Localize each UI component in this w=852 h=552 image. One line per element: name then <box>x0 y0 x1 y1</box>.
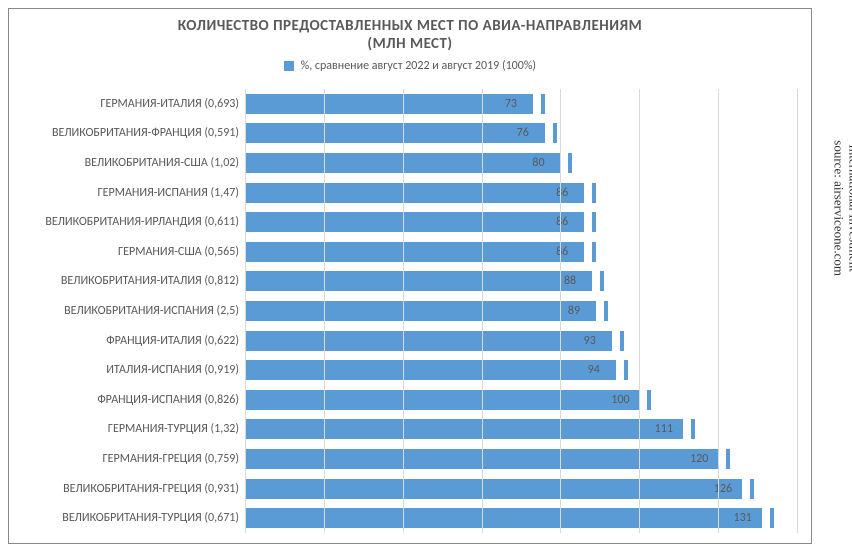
bar <box>245 508 762 528</box>
legend-swatch <box>284 61 294 71</box>
bar-value-label: 94 <box>588 363 600 377</box>
bar-end-tick <box>770 508 774 528</box>
category-label: ВЕЛИКОБРИТАНИЯ-ТУРЦИЯ (0,671) <box>13 511 245 525</box>
chart-title-line2: (МЛН МЕСТ) <box>29 35 791 53</box>
bar-end-tick <box>541 94 545 114</box>
legend-label: %, сравнение август 2022 и август 2019 (… <box>301 59 536 73</box>
bar-end-tick <box>726 449 730 469</box>
bar-end-tick <box>620 331 624 351</box>
chart-container: КОЛИЧЕСТВО ПРЕДОСТАВЛЕННЫХ МЕСТ ПО АВИА-… <box>8 8 812 544</box>
bar-value-label: 88 <box>564 274 576 288</box>
category-label: ВЕЛИКОБРИТАНИЯ-ГРЕЦИЯ (0,931) <box>13 482 245 496</box>
bar-row: ВЕЛИКОБРИТАНИЯ-ИРЛАНДИЯ (0,611)86 <box>245 210 797 234</box>
bar <box>245 390 639 410</box>
gridline <box>403 89 404 533</box>
bar-row: ВЕЛИКОБРИТАНИЯ-ИТАЛИЯ (0,812)88 <box>245 269 797 293</box>
category-label: ГЕРМАНИЯ-ИТАЛИЯ (0,693) <box>13 97 245 111</box>
gridline <box>560 89 561 533</box>
bar-value-label: 120 <box>690 452 708 466</box>
gridline <box>797 89 798 533</box>
source-line1: International Investment <box>846 140 852 276</box>
bar-row: ГЕРМАНИЯ-ИТАЛИЯ (0,693)73 <box>245 92 797 116</box>
category-label: ИТАЛИЯ-ИСПАНИЯ (0,919) <box>13 363 245 377</box>
bar-value-label: 73 <box>505 97 517 111</box>
gridline <box>639 89 640 533</box>
bar-row: ФРАНЦИЯ-ИСПАНИЯ (0,826)100 <box>245 388 797 412</box>
bar-value-label: 89 <box>568 304 580 318</box>
bar <box>245 94 533 114</box>
bar-end-tick <box>750 479 754 499</box>
source-attribution: International Investment source: airserv… <box>831 140 852 276</box>
bar-row: ГЕРМАНИЯ-США (0,565)86 <box>245 240 797 264</box>
bar <box>245 183 584 203</box>
category-label: ВЕЛИКОБРИТАНИЯ-ИСПАНИЯ (2,5) <box>13 304 245 318</box>
bar-end-tick <box>691 419 695 439</box>
bar-value-label: 126 <box>714 482 732 496</box>
bar-value-label: 86 <box>556 215 568 229</box>
bar-value-label: 86 <box>556 186 568 200</box>
bar-end-tick <box>647 390 651 410</box>
bar-end-tick <box>592 212 596 232</box>
category-label: ВЕЛИКОБРИТАНИЯ-ФРАНЦИЯ (0,591) <box>13 126 245 140</box>
chart-legend: %, сравнение август 2022 и август 2019 (… <box>9 55 811 79</box>
category-label: ГЕРМАНИЯ-ТУРЦИЯ (1,32) <box>13 422 245 436</box>
bar-row: ГЕРМАНИЯ-ТУРЦИЯ (1,32)111 <box>245 417 797 441</box>
bar-value-label: 86 <box>556 245 568 259</box>
category-label: ФРАНЦИЯ-ИСПАНИЯ (0,826) <box>13 393 245 407</box>
bar <box>245 419 683 439</box>
bar-row: ВЕЛИКОБРИТАНИЯ-ГРЕЦИЯ (0,931)126 <box>245 477 797 501</box>
bar-value-label: 80 <box>532 156 544 170</box>
bar-value-label: 111 <box>655 422 673 436</box>
bar-value-label: 100 <box>611 393 629 407</box>
bar <box>245 271 592 291</box>
bar-end-tick <box>592 242 596 262</box>
gridline <box>324 89 325 533</box>
bar <box>245 479 742 499</box>
gridline <box>718 89 719 533</box>
bar-row: ФРАНЦИЯ-ИТАЛИЯ (0,622)93 <box>245 329 797 353</box>
bar-end-tick <box>592 183 596 203</box>
category-label: ФРАНЦИЯ-ИТАЛИЯ (0,622) <box>13 334 245 348</box>
category-label: ВЕЛИКОБРИТАНИЯ-США (1,02) <box>13 156 245 170</box>
bar-end-tick <box>600 271 604 291</box>
bar-row: ИТАЛИЯ-ИСПАНИЯ (0,919)94 <box>245 358 797 382</box>
bar-row: ВЕЛИКОБРИТАНИЯ-США (1,02)80 <box>245 151 797 175</box>
gridline <box>482 89 483 533</box>
bar-value-label: 93 <box>584 334 596 348</box>
bar-end-tick <box>624 360 628 380</box>
bar-row: ВЕЛИКОБРИТАНИЯ-ТУРЦИЯ (0,671)131 <box>245 506 797 530</box>
bar-row: ВЕЛИКОБРИТАНИЯ-ФРАНЦИЯ (0,591)76 <box>245 121 797 145</box>
chart-plot-area: ГЕРМАНИЯ-ИТАЛИЯ (0,693)73 ВЕЛИКОБРИТАНИЯ-… <box>245 89 797 533</box>
bar <box>245 242 584 262</box>
bar-value-label: 76 <box>517 126 529 140</box>
category-label: ГЕРМАНИЯ-США (0,565) <box>13 245 245 259</box>
bar-row: ГЕРМАНИЯ-ГРЕЦИЯ (0,759)120 <box>245 447 797 471</box>
category-label: ВЕЛИКОБРИТАНИЯ-ИРЛАНДИЯ (0,611) <box>13 215 245 229</box>
bar <box>245 301 596 321</box>
category-label: ГЕРМАНИЯ-ГРЕЦИЯ (0,759) <box>13 452 245 466</box>
bar-row: ВЕЛИКОБРИТАНИЯ-ИСПАНИЯ (2,5)89 <box>245 299 797 323</box>
category-label: ВЕЛИКОБРИТАНИЯ-ИТАЛИЯ (0,812) <box>13 274 245 288</box>
chart-bars: ГЕРМАНИЯ-ИТАЛИЯ (0,693)73 ВЕЛИКОБРИТАНИЯ-… <box>245 89 797 533</box>
chart-title-line1: КОЛИЧЕСТВО ПРЕДОСТАВЛЕННЫХ МЕСТ ПО АВИА-… <box>29 17 791 35</box>
bar <box>245 212 584 232</box>
bar-end-tick <box>604 301 608 321</box>
gridline <box>245 89 246 533</box>
source-line2: source: airserviceone.com <box>831 140 846 276</box>
bar-end-tick <box>553 123 557 143</box>
bar-row: ГЕРМАНИЯ-ИСПАНИЯ (1,47)86 <box>245 181 797 205</box>
bar <box>245 123 545 143</box>
bar-end-tick <box>568 153 572 173</box>
category-label: ГЕРМАНИЯ-ИСПАНИЯ (1,47) <box>13 186 245 200</box>
chart-title: КОЛИЧЕСТВО ПРЕДОСТАВЛЕННЫХ МЕСТ ПО АВИА-… <box>9 9 811 55</box>
bar <box>245 331 612 351</box>
bar-value-label: 131 <box>734 511 752 525</box>
